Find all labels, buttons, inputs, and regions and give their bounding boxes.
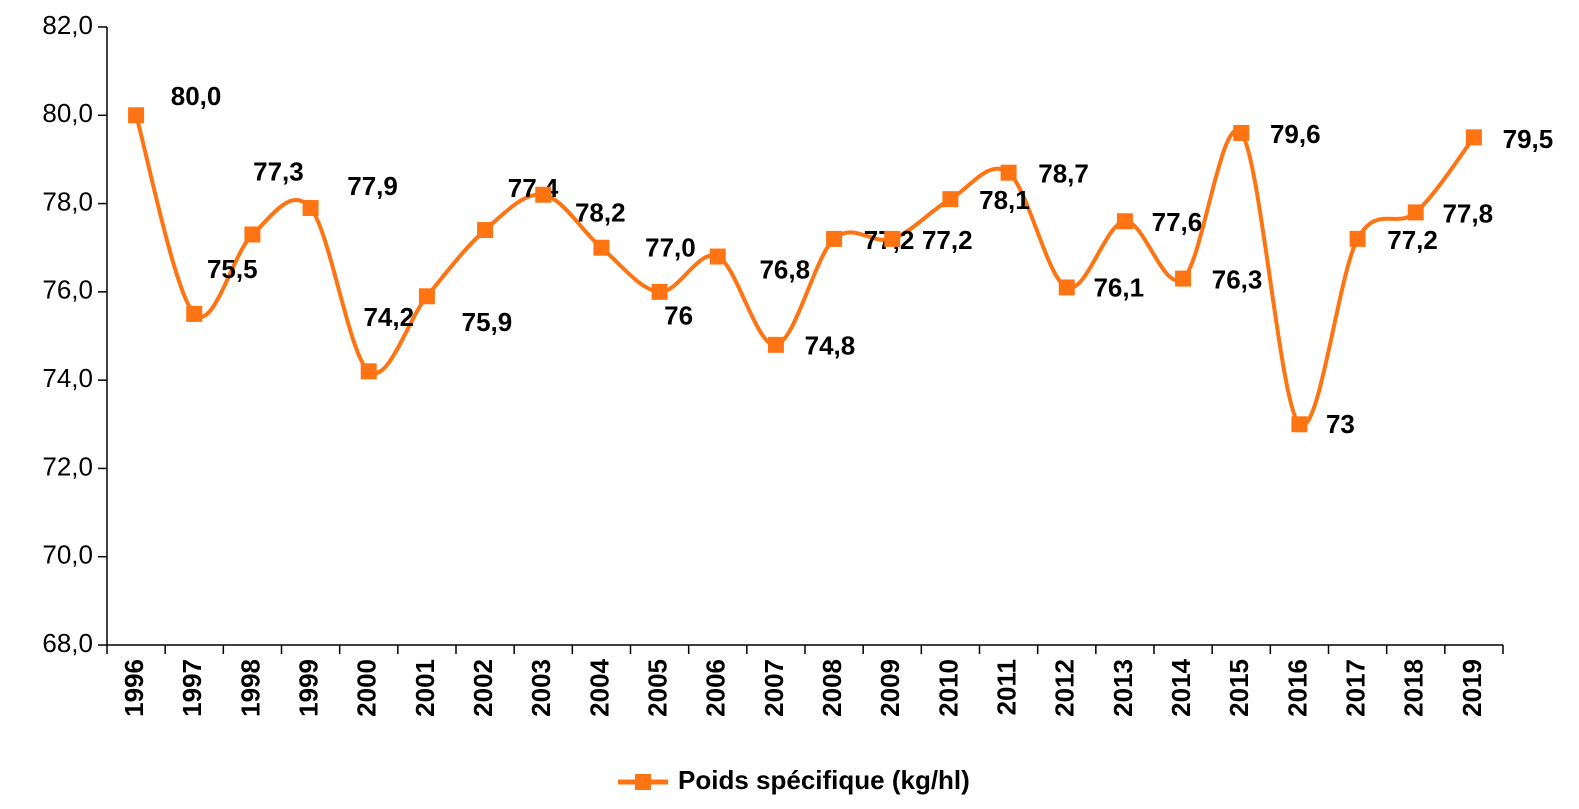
y-tick-label: 78,0 [42, 186, 93, 216]
marker [709, 248, 726, 265]
x-tick-label: 2003 [526, 659, 556, 717]
data-label: 76 [664, 301, 693, 331]
marker [418, 288, 435, 305]
y-tick-label: 80,0 [42, 98, 93, 128]
marker [1116, 213, 1133, 230]
x-tick-label: 2004 [584, 658, 614, 716]
x-tick-label: 2005 [642, 659, 672, 717]
marker [186, 305, 203, 322]
marker [360, 363, 377, 380]
data-label: 80,0 [171, 81, 222, 111]
marker [1233, 124, 1250, 141]
legend-marker [635, 774, 651, 790]
marker [302, 199, 319, 216]
data-label: 77,8 [1442, 198, 1493, 228]
x-tick-label: 2018 [1399, 659, 1429, 717]
data-label: 76,3 [1212, 264, 1263, 294]
x-tick-label: 2015 [1224, 659, 1254, 717]
data-label: 77,6 [1152, 207, 1203, 237]
x-tick-label: 2008 [817, 659, 847, 717]
marker [1407, 204, 1424, 221]
marker [1000, 164, 1017, 181]
x-tick-label: 2002 [468, 659, 498, 717]
marker [477, 222, 494, 239]
y-tick-label: 68,0 [42, 628, 93, 658]
x-tick-label: 1999 [293, 659, 323, 717]
data-label: 74,8 [805, 331, 856, 361]
x-tick-label: 1998 [235, 659, 265, 717]
y-tick-label: 74,0 [42, 363, 93, 393]
y-tick-label: 76,0 [42, 275, 93, 305]
series-line [134, 114, 1476, 428]
data-label: 77,2 [1387, 225, 1438, 255]
x-tick-label: 2000 [352, 659, 382, 717]
x-tick-label: 2001 [410, 659, 440, 717]
x-tick-label: 1997 [177, 659, 207, 717]
marker [593, 239, 610, 256]
x-tick-label: 2014 [1166, 658, 1196, 716]
x-tick-label: 2011 [991, 659, 1021, 715]
data-label: 74,2 [363, 302, 414, 332]
data-label: 78,2 [575, 198, 626, 228]
marker [535, 186, 552, 203]
data-label: 73 [1326, 409, 1355, 439]
data-label: 77,9 [347, 171, 398, 201]
y-tick-label: 70,0 [42, 540, 93, 570]
data-label: 75,5 [207, 254, 258, 284]
marker [1291, 416, 1308, 433]
marker [767, 336, 784, 353]
marker [826, 230, 843, 247]
data-label: 77,0 [645, 233, 696, 263]
data-label: 77,3 [253, 156, 304, 186]
y-tick-label: 72,0 [42, 451, 93, 481]
x-tick-label: 2009 [875, 659, 905, 717]
marker [1175, 270, 1192, 287]
x-tick-label: 2010 [933, 659, 963, 717]
marker [1465, 129, 1482, 146]
x-tick-label: 2006 [701, 659, 731, 717]
data-label: 79,5 [1503, 124, 1554, 154]
x-tick-label: 2016 [1282, 659, 1312, 717]
x-tick-label: 2019 [1457, 659, 1487, 717]
marker [1058, 279, 1075, 296]
x-tick-label: 2017 [1340, 659, 1370, 717]
data-label: 77,4 [508, 173, 559, 203]
y-tick-label: 82,0 [42, 10, 93, 40]
data-label: 78,1 [979, 185, 1030, 215]
data-label: 76,8 [759, 254, 810, 284]
data-label: 78,7 [1038, 159, 1089, 189]
x-tick-label: 2007 [759, 659, 789, 717]
marker [651, 283, 668, 300]
marker [942, 191, 959, 208]
data-label: 75,9 [462, 307, 513, 337]
marker [244, 226, 261, 243]
legend-label: Poids spécifique (kg/hl) [678, 765, 970, 795]
x-tick-label: 2012 [1050, 659, 1080, 717]
data-label: 77,2 [922, 225, 973, 255]
data-label: 79,6 [1270, 119, 1321, 149]
marker [884, 230, 901, 247]
x-tick-label: 1996 [119, 659, 149, 717]
marker [128, 107, 145, 124]
data-label: 76,1 [1093, 272, 1144, 302]
marker [1349, 230, 1366, 247]
x-tick-label: 2013 [1108, 659, 1138, 717]
